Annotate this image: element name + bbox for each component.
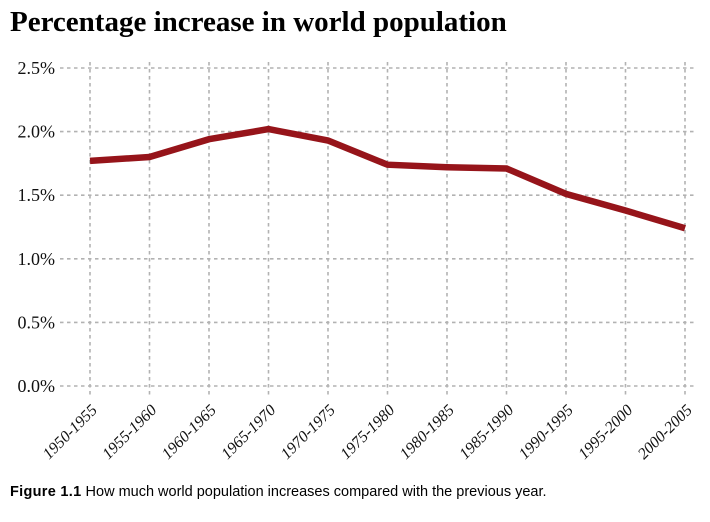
y-tick-label: 2.0% <box>18 122 56 142</box>
figure-caption-label: Figure 1.1 <box>10 484 82 500</box>
figure-caption: Figure 1.1 How much world population inc… <box>10 484 547 500</box>
x-tick-label: 1975-1980 <box>337 402 398 463</box>
x-tick-label: 2000-2005 <box>635 402 696 463</box>
x-tick-label: 1995-2000 <box>575 402 636 463</box>
y-tick-label: 0.5% <box>18 312 56 332</box>
x-tick-label: 1980-1985 <box>397 402 458 463</box>
x-tick-label: 1960-1965 <box>159 402 220 463</box>
x-tick-label: 1985-1990 <box>456 402 517 463</box>
population-growth-line <box>89 125 686 232</box>
x-tick-label: 1950-1955 <box>40 402 101 463</box>
x-tick-label: 1965-1970 <box>218 402 279 463</box>
y-tick-label: 1.5% <box>18 185 56 205</box>
x-tick-label: 1990-1995 <box>516 402 577 463</box>
y-tick-label: 2.5% <box>18 58 56 78</box>
y-tick-label: 1.0% <box>18 249 56 269</box>
population-growth-chart: 0.0% 0.5% 1.0% 1.5% 2.0% 2.5% 1950-19551955-19… <box>18 58 696 463</box>
x-tick-label: 1955-1960 <box>99 402 160 463</box>
figure-caption-text: How much world population increases comp… <box>85 484 547 500</box>
y-tick-label: 0.0% <box>18 376 56 396</box>
chart-title: Percentage increase in world population <box>10 6 507 38</box>
x-tick-label: 1970-1975 <box>278 402 339 463</box>
